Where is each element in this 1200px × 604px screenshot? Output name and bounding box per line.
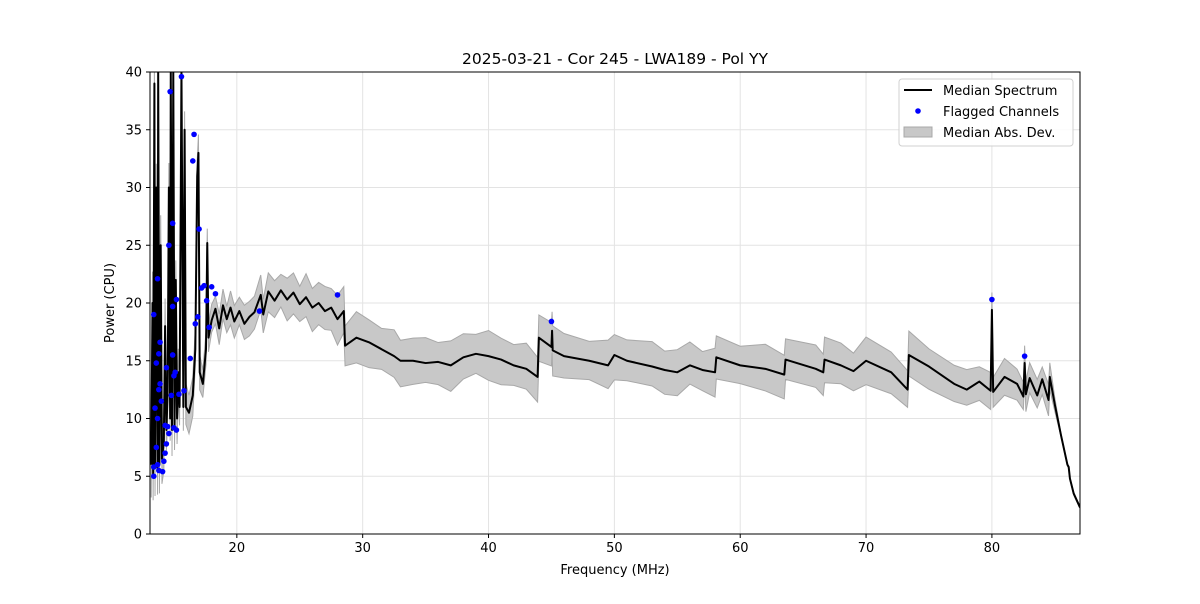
flagged-channel-point	[256, 308, 263, 314]
mad-band	[150, 72, 1080, 509]
x-tick-label: 60	[732, 541, 749, 556]
flagged-channel-point	[181, 387, 187, 394]
y-tick-label: 10	[125, 412, 142, 427]
flagged-channel-point	[208, 284, 215, 290]
flagged-channel-point	[192, 320, 199, 327]
y-tick-label: 20	[125, 297, 142, 312]
ticks: 20 30 40 50 60 70 80 0 5 10 15 20 25 30 35 40	[125, 66, 1000, 557]
flagged-channel-point	[166, 430, 172, 437]
flagged-channel-point	[150, 473, 157, 480]
flagged-channel-point	[212, 290, 219, 297]
flagged-channel-point	[154, 415, 161, 422]
flagged-channel-point	[166, 242, 172, 249]
flagged-channel-point	[334, 292, 341, 298]
x-tick-label: 80	[984, 541, 1001, 556]
legend: Median Spectrum Flagged Channels Median …	[898, 78, 1074, 147]
x-tick-label: 50	[606, 541, 623, 556]
y-tick-label: 35	[125, 123, 142, 138]
legend-mad: Median Abs. Dev.	[943, 126, 1055, 141]
flagged-channel-point	[176, 391, 182, 398]
flagged-channel-point	[189, 158, 196, 164]
flagged-channel-point	[201, 282, 207, 289]
flagged-channel-point	[159, 468, 166, 475]
flagged-channel-point	[169, 303, 176, 310]
y-tick-label: 40	[125, 66, 142, 81]
flagged-channel-point	[203, 297, 210, 304]
flagged-channel-point	[169, 220, 176, 227]
flagged-channel-point	[173, 296, 180, 303]
flagged-channel-point	[196, 226, 202, 232]
flagged-channel-point	[150, 311, 157, 318]
legend-band-swatch	[903, 126, 933, 138]
flagged-channel-point	[989, 296, 995, 303]
mad-band-layer	[150, 72, 1080, 509]
y-tick-label: 5	[134, 470, 142, 485]
flagged-points-layer	[150, 73, 1028, 480]
flagged-channel-point	[162, 422, 168, 429]
flagged-channel-point	[157, 339, 163, 346]
flagged-channel-point	[162, 450, 168, 456]
flagged-channel-point	[167, 88, 173, 95]
flagged-channel-point	[169, 352, 176, 358]
flagged-channel-point	[156, 351, 162, 357]
flagged-channel-point	[163, 364, 170, 371]
flagged-channel-point	[187, 355, 194, 362]
x-tick-label: 40	[480, 541, 497, 556]
median-line-layer	[150, 72, 1080, 508]
flagged-channel-point	[171, 372, 177, 379]
flagged-channel-point	[191, 131, 197, 138]
flagged-channel-point	[158, 398, 165, 404]
legend-flagged-channels: Flagged Channels	[943, 105, 1059, 120]
flagged-channel-point	[163, 441, 170, 447]
legend-point-swatch	[915, 108, 921, 114]
flagged-channel-point	[154, 275, 161, 282]
flagged-channel-point	[152, 405, 158, 411]
y-axis-label: Power (CPU)	[103, 263, 118, 343]
flagged-channel-point	[548, 318, 555, 325]
y-tick-label: 25	[125, 239, 142, 254]
flagged-channel-point	[153, 444, 160, 451]
flagged-channel-point	[168, 392, 175, 399]
y-tick-label: 0	[134, 528, 142, 543]
flagged-channel-point	[161, 458, 167, 465]
x-tick-label: 70	[858, 541, 875, 556]
y-tick-label: 15	[125, 354, 142, 369]
flagged-channel-point	[1021, 353, 1028, 359]
flagged-channel-point	[157, 381, 163, 387]
legend-median-spectrum: Median Spectrum	[943, 84, 1057, 99]
flagged-channel-point	[153, 360, 160, 366]
flagged-channel-point	[178, 73, 185, 80]
flagged-channel-point	[150, 464, 157, 470]
legend-box	[898, 78, 1074, 147]
x-axis-label: Frequency (MHz)	[560, 563, 669, 578]
x-tick-label: 20	[229, 541, 246, 556]
chart-title: 2025-03-21 - Cor 245 - LWA189 - Pol YY	[462, 50, 768, 68]
flagged-channel-point	[156, 386, 162, 393]
median-spectrum-line	[150, 72, 1080, 508]
x-tick-label: 30	[354, 541, 371, 556]
flagged-channel-point	[206, 324, 212, 331]
flagged-channel-point	[195, 314, 201, 320]
flagged-channel-point	[173, 427, 180, 433]
y-tick-label: 30	[125, 181, 142, 196]
